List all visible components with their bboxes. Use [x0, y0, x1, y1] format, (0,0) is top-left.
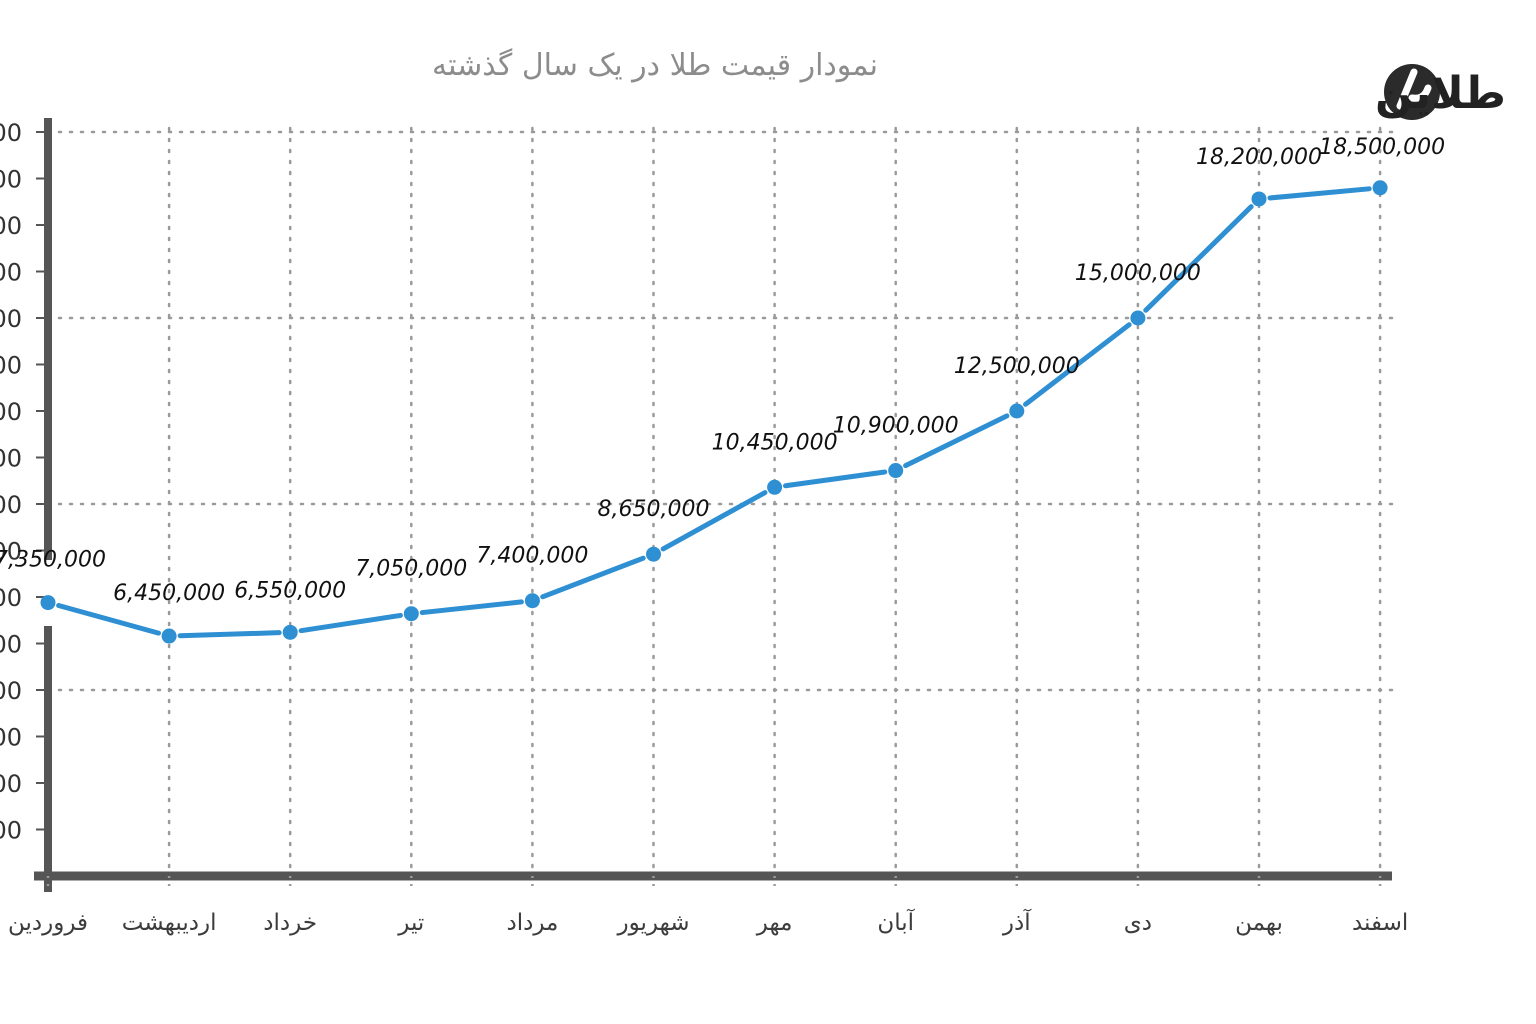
- y-tick-label: 00: [0, 491, 22, 519]
- series-segment: [419, 599, 524, 616]
- x-tick-label: آذر: [1002, 908, 1032, 936]
- series-segment: [903, 413, 1010, 469]
- series-segment: [660, 490, 768, 552]
- data-point: [403, 606, 419, 622]
- data-point: [767, 479, 783, 495]
- data-label: 10,900,000: [833, 414, 959, 439]
- data-label: 8,650,000: [598, 497, 710, 522]
- brand-name: طلاین: [1375, 68, 1506, 119]
- data-label: 18,200,000: [1196, 145, 1322, 170]
- data-point: [888, 463, 904, 479]
- series-segment: [782, 469, 888, 489]
- x-tick-label: دی: [1124, 910, 1152, 936]
- x-tick-label: فروردین: [8, 910, 88, 936]
- y-tick-label: 00: [0, 770, 22, 798]
- x-tick-label: مهر: [756, 910, 793, 936]
- data-labels: 7,350,000 6,450,000 6,550,000 7,050,000 7,40…: [0, 135, 1445, 606]
- data-label: 6,450,000: [113, 581, 225, 606]
- y-tick-label: 00: [0, 724, 22, 752]
- series-segment: [56, 603, 161, 636]
- y-tick-label: 00: [0, 212, 22, 240]
- series-segment: [1267, 186, 1372, 201]
- price-series: [56, 186, 1372, 639]
- y-tick-label: 00: [0, 166, 22, 194]
- x-tick-label: آبان: [877, 908, 915, 936]
- series-segment: [177, 630, 282, 639]
- y-tick-label: 00: [0, 305, 22, 333]
- data-point: [40, 595, 56, 611]
- y-tick-label: 00: [0, 817, 22, 845]
- brand-logo: طلاین: [1375, 64, 1506, 120]
- y-tick-labels: 00 00 00 00 00 00 00 00 00 00 00 00 00 00 00 00: [0, 119, 48, 845]
- data-point: [1372, 180, 1388, 196]
- y-tick-label: 00: [0, 538, 22, 566]
- x-tick-label: اردیبهشت: [122, 910, 217, 936]
- series-segment: [1023, 322, 1132, 407]
- data-label: 7,350,000: [0, 548, 106, 573]
- x-tick-label: بهمن: [1235, 910, 1283, 936]
- data-label: 7,400,000: [476, 544, 588, 569]
- x-tick-label: خرداد: [263, 910, 317, 936]
- series-segment: [1143, 204, 1254, 313]
- data-point: [1009, 403, 1025, 419]
- data-point: [646, 546, 661, 562]
- data-point: [1251, 191, 1267, 207]
- y-tick-label: 00: [0, 445, 22, 473]
- chart-title: نمودار قیمت طلا در یک سال گذشته: [432, 48, 878, 83]
- data-label: 15,000,000: [1075, 261, 1201, 286]
- data-point: [282, 624, 298, 640]
- price-points: [40, 180, 1388, 644]
- y-tick-label: 00: [0, 352, 22, 380]
- data-point: [524, 593, 540, 609]
- y-tick-label: 00: [0, 398, 22, 426]
- brand-logo-icon: [1384, 64, 1440, 120]
- y-tick-label: 00: [0, 584, 22, 612]
- series-segment: [540, 555, 646, 600]
- series-segment: [298, 612, 403, 634]
- y-tick-label: 00: [0, 631, 22, 659]
- y-tick-label: 00: [0, 677, 22, 705]
- x-tick-label: شهریور: [617, 910, 690, 936]
- grid-lines: [46, 126, 1394, 878]
- data-label: 7,050,000: [355, 557, 467, 582]
- x-tick-label: مرداد: [506, 910, 558, 936]
- y-tick-label: 00: [0, 259, 22, 287]
- data-label: 6,550,000: [234, 578, 346, 603]
- data-label: 18,500,000: [1319, 135, 1445, 160]
- data-label: 12,500,000: [954, 354, 1080, 379]
- data-point: [1130, 310, 1146, 326]
- y-tick-label: 00: [0, 119, 22, 147]
- data-label: 10,450,000: [712, 430, 838, 455]
- x-tick-label: تیر: [397, 910, 424, 936]
- axes: [34, 118, 1392, 892]
- x-tick-labels: فروردین اردیبهشت خرداد تیر مرداد شهریور مهر آبا…: [8, 876, 1408, 936]
- x-tick-label: اسفند: [1352, 910, 1408, 936]
- data-point: [161, 628, 177, 644]
